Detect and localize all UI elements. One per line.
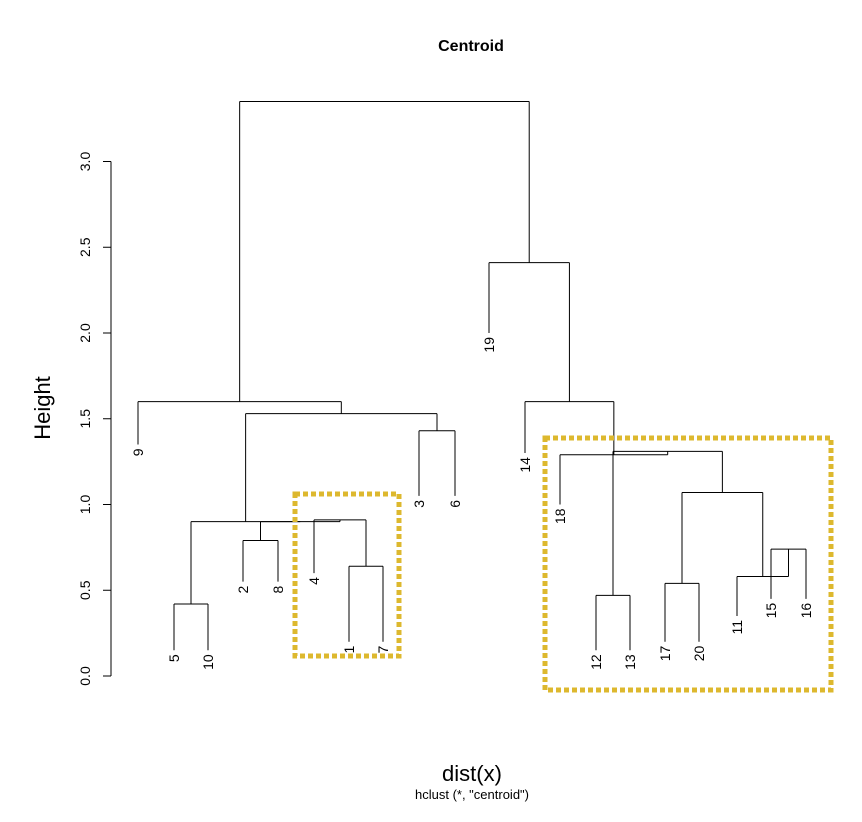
- leaf-label: 2: [235, 585, 251, 593]
- leaf-label: 19: [481, 337, 497, 353]
- y-axis: 0.0 0.5 1.0 1.5 2.0 2.5 3.0: [77, 152, 112, 686]
- y-tick-label: 2.0: [77, 323, 93, 343]
- leaf-label: 13: [622, 654, 638, 670]
- leaf-label: 4: [306, 577, 322, 585]
- y-axis-label: Height: [30, 376, 55, 440]
- leaf-label: 14: [517, 457, 533, 473]
- dendrogram-tree: [137, 100, 807, 651]
- leaf-label: 16: [798, 603, 814, 619]
- highlight-boxes: [292, 435, 834, 693]
- highlight-box: [542, 435, 834, 693]
- leaf-label: 6: [447, 500, 463, 508]
- highlight-box: [292, 491, 402, 659]
- leaf-label: 15: [763, 603, 779, 619]
- x-axis-label: dist(x): [442, 761, 502, 786]
- subtitle: hclust (*, "centroid"): [415, 787, 529, 802]
- leaf-label: 3: [411, 500, 427, 508]
- leaf-label: 10: [200, 654, 216, 670]
- leaf-label: 1: [341, 645, 357, 653]
- leaf-label: 17: [657, 645, 673, 661]
- leaf-label: 8: [270, 585, 286, 593]
- y-tick-label: 3.0: [77, 152, 93, 172]
- y-tick-label: 0.0: [77, 666, 93, 686]
- y-tick-label: 2.5: [77, 237, 93, 257]
- y-tick-label: 1.0: [77, 495, 93, 515]
- leaf-label: 7: [375, 645, 391, 653]
- chart-title: Centroid: [438, 38, 504, 55]
- leaf-label: 12: [588, 654, 604, 670]
- leaf-label: 9: [130, 448, 146, 456]
- leaf-label: 5: [166, 654, 182, 662]
- y-tick-label: 0.5: [77, 580, 93, 600]
- y-tick-label: 1.5: [77, 409, 93, 429]
- leaf-label: 11: [729, 620, 745, 635]
- leaf-label: 20: [691, 645, 707, 661]
- leaf-label: 18: [552, 508, 568, 524]
